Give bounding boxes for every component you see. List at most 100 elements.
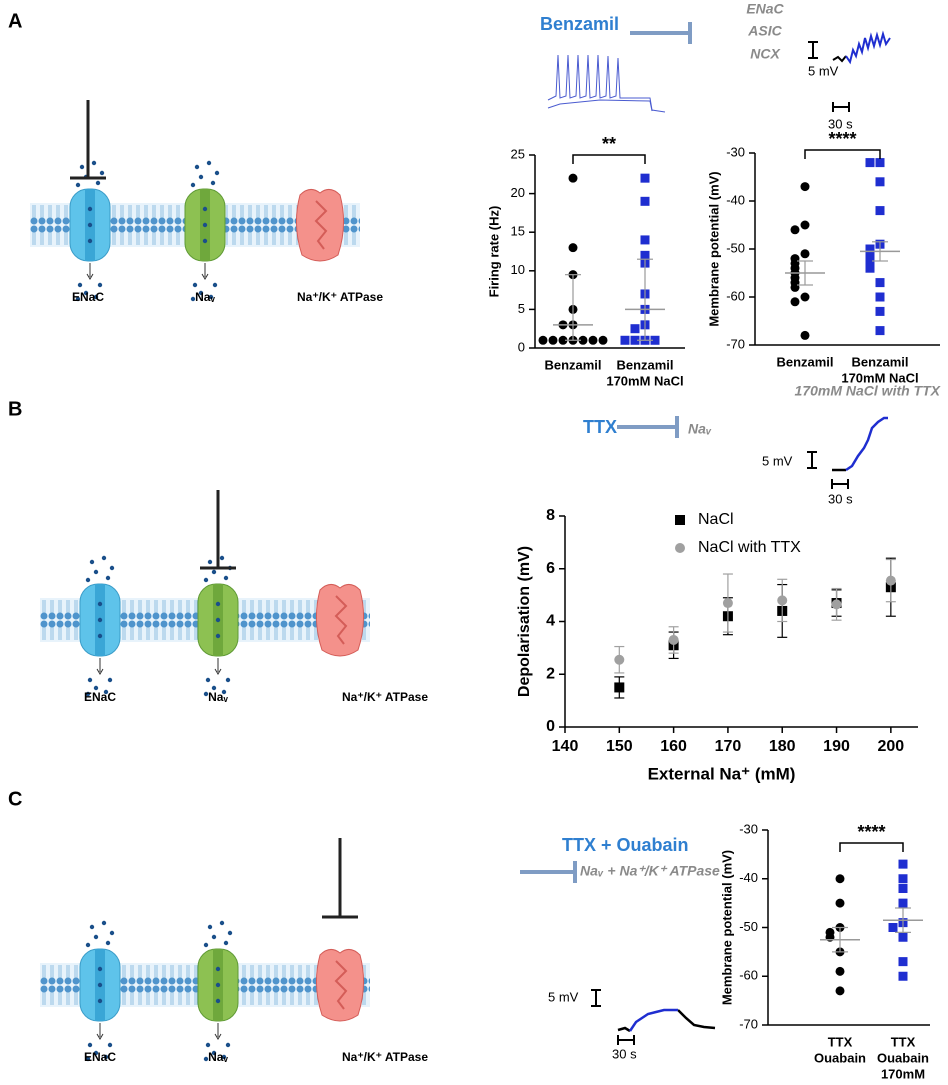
inhibit-arrow — [617, 416, 679, 438]
marker — [548, 335, 558, 345]
y-tick-label: 6 — [546, 560, 555, 577]
marker — [800, 182, 810, 192]
y-tick-label: 15 — [511, 224, 525, 239]
marker — [885, 575, 896, 586]
y-axis-label: Depolarisation (mV) — [516, 546, 533, 697]
x-tick-label: 170mM — [881, 1066, 925, 1081]
marker — [835, 966, 845, 976]
marker — [865, 158, 875, 168]
target-label: Naᵥ + Na⁺/K⁺ ATPase — [580, 863, 720, 879]
marker — [640, 250, 650, 260]
y-tick-label: -50 — [739, 919, 758, 934]
trace — [832, 55, 847, 63]
significance-bracket — [839, 842, 904, 852]
legend-marker — [675, 515, 685, 525]
x-tick-label: 180 — [769, 738, 796, 755]
scale-bar — [591, 989, 635, 1045]
marker — [865, 249, 875, 259]
y-tick-label: 20 — [511, 185, 525, 200]
trace — [617, 1009, 716, 1033]
marker — [835, 874, 845, 884]
marker — [898, 932, 908, 942]
x-tick-label: Benzamil — [776, 354, 833, 369]
y-tick-label: -40 — [739, 870, 758, 885]
x-tick-label: 150 — [606, 738, 633, 755]
marker — [800, 330, 810, 340]
y-tick-label: 10 — [511, 262, 525, 277]
marker — [650, 335, 660, 345]
target-label: ASIC — [747, 23, 782, 39]
y-tick-label: 8 — [546, 507, 555, 524]
target-label: ENaC — [746, 1, 784, 17]
legend-label: NaCl — [698, 511, 734, 528]
y-tick-label: -70 — [739, 1016, 758, 1031]
channel-label: ENaC — [72, 290, 104, 304]
marker — [790, 225, 800, 235]
marker — [875, 158, 885, 168]
y-tick-label: 5 — [518, 301, 525, 316]
marker — [875, 177, 885, 187]
channel-label: Naᵥ — [208, 690, 228, 704]
scale-label: 30 s — [828, 491, 853, 506]
y-tick-label: 4 — [546, 613, 555, 630]
trace — [845, 30, 891, 65]
target-label: Naᵥ — [688, 421, 712, 437]
scale-label: 30 s — [828, 116, 853, 131]
legend-marker — [675, 543, 685, 553]
channel-label: ENaC — [84, 1050, 116, 1064]
channel-label: Naᵥ — [208, 1050, 228, 1064]
x-tick-label: 140 — [552, 738, 579, 755]
channel-label: Na⁺/K⁺ ATPase — [297, 290, 383, 304]
x-axis-label: External Na⁺ (mM) — [648, 764, 796, 783]
marker — [865, 244, 875, 254]
scale-label: 5 mV — [548, 989, 579, 1004]
marker — [898, 874, 908, 884]
marker — [865, 258, 875, 268]
marker — [620, 335, 630, 345]
marker — [588, 335, 598, 345]
marker — [875, 206, 885, 216]
marker — [578, 335, 588, 345]
marker — [668, 634, 679, 645]
marker — [875, 326, 885, 336]
marker — [640, 173, 650, 183]
marker — [800, 249, 810, 259]
marker — [865, 263, 875, 273]
scale-label: 5 mV — [808, 63, 839, 78]
y-axis-label: Membrane potential (mV) — [719, 850, 734, 1005]
panel-label: C — [8, 788, 22, 810]
marker — [630, 335, 640, 345]
channel-label: Na⁺/K⁺ ATPase — [342, 690, 428, 704]
x-tick-label: TTX — [828, 1034, 853, 1049]
x-tick-label: 170 — [715, 738, 742, 755]
marker — [640, 196, 650, 206]
y-tick-label: 0 — [546, 718, 555, 735]
x-tick-label: Benzamil — [544, 357, 601, 372]
target-label: NCX — [750, 46, 781, 62]
marker — [835, 898, 845, 908]
panel-label: B — [8, 398, 22, 420]
y-tick-label: 2 — [546, 665, 555, 682]
y-tick-label: 0 — [518, 339, 525, 354]
channel-label: ENaC — [84, 690, 116, 704]
trace-title: 170mM NaCl with TTX — [795, 383, 942, 399]
x-tick-label: Benzamil — [851, 354, 908, 369]
marker — [538, 335, 548, 345]
marker — [875, 292, 885, 302]
marker — [722, 598, 733, 609]
significance: **** — [857, 822, 885, 842]
marker — [831, 599, 842, 610]
x-tick-label: 190 — [823, 738, 850, 755]
scale-label: 30 s — [612, 1046, 637, 1061]
y-tick-label: -70 — [726, 336, 745, 351]
x-tick-label: 200 — [877, 738, 904, 755]
y-tick-label: -40 — [726, 192, 745, 207]
channel-label: Na⁺/K⁺ ATPase — [342, 1050, 428, 1064]
marker — [568, 173, 578, 183]
channel-label: Naᵥ — [195, 290, 215, 304]
marker — [865, 254, 875, 264]
y-tick-label: -30 — [739, 821, 758, 836]
scale-label: 5 mV — [762, 453, 793, 468]
legend-label: NaCl with TTX — [698, 539, 801, 556]
